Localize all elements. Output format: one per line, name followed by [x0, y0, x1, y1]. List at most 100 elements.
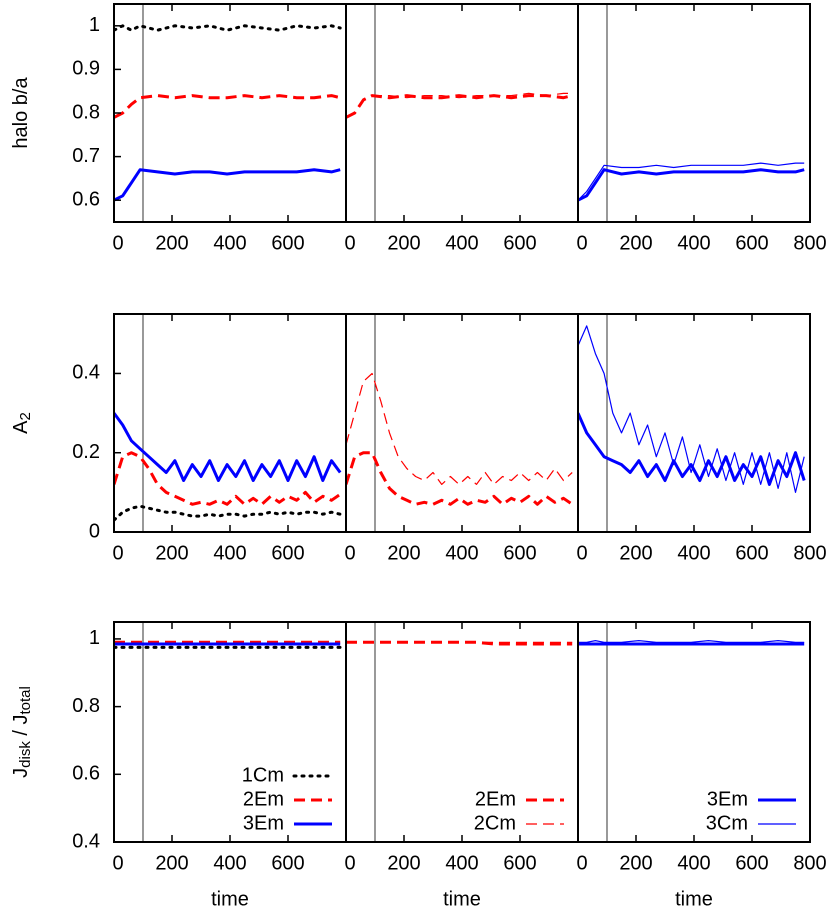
x-tick-label: 200 — [387, 232, 420, 254]
y-tick-label: 0.9 — [72, 58, 100, 80]
data-line — [114, 168, 341, 202]
data-line — [346, 372, 573, 485]
x-tick-label: 600 — [503, 852, 536, 874]
y-axis-label-part: A — [10, 420, 32, 434]
x-axis-label: time — [211, 888, 249, 910]
axes-frame — [113, 3, 347, 223]
x-tick-label: 0 — [344, 232, 355, 254]
x-tick-label: 0 — [344, 852, 355, 874]
plot-area — [578, 622, 805, 842]
x-tick-label: 0 — [344, 542, 355, 564]
y-tick-label: 1 — [89, 14, 100, 36]
y-tick-label: 0.8 — [72, 695, 100, 717]
x-tick-label: 200 — [619, 542, 652, 564]
x-tick-label: 400 — [213, 232, 246, 254]
x-tick-label: 400 — [677, 852, 710, 874]
x-tick-label: 600 — [735, 852, 768, 874]
x-tick-label: 400 — [445, 852, 478, 874]
x-tick-label: 0 — [112, 542, 123, 564]
data-line — [346, 94, 573, 119]
y-tick-label: 1 — [89, 627, 100, 649]
y-axis-label-part: disk — [17, 741, 34, 768]
axes-frame — [345, 313, 579, 533]
x-tick-label: 800 — [793, 542, 826, 564]
x-tick-label: 400 — [213, 852, 246, 874]
x-tick-label: 400 — [445, 232, 478, 254]
x-tick-label: 600 — [271, 852, 304, 874]
legend-label: 2Em — [475, 788, 516, 810]
x-tick-label: 600 — [735, 542, 768, 564]
plot-area — [114, 622, 342, 842]
x-tick-label: 400 — [213, 542, 246, 564]
y-axis-label-part: 2 — [17, 412, 34, 420]
x-tick-label: 800 — [793, 852, 826, 874]
x-tick-label: 400 — [677, 232, 710, 254]
y-tick-label: 0.6 — [72, 188, 100, 210]
x-tick-label: 600 — [735, 232, 768, 254]
x-tick-label: 200 — [387, 542, 420, 564]
y-axis-label: halo b/a — [10, 77, 32, 149]
x-tick-label: 200 — [155, 232, 188, 254]
x-tick-label: 600 — [503, 542, 536, 564]
axes-frame — [113, 313, 347, 533]
x-tick-label: 0 — [112, 232, 123, 254]
plot-area — [346, 4, 573, 222]
data-line — [578, 412, 806, 486]
axes-frame — [345, 3, 579, 223]
y-axis-label-part: / J — [10, 715, 32, 742]
x-tick-label: 0 — [112, 852, 123, 874]
y-tick-label: 0.2 — [72, 441, 100, 463]
data-line — [114, 412, 342, 482]
x-tick-label: 200 — [155, 852, 188, 874]
y-tick-label: 0.4 — [72, 362, 100, 384]
axes-frame — [345, 621, 579, 843]
x-tick-label: 200 — [619, 852, 652, 874]
x-axis-label: time — [675, 888, 713, 910]
x-tick-label: 400 — [445, 542, 478, 564]
axes-frame — [113, 621, 347, 843]
x-tick-label: 600 — [271, 542, 304, 564]
x-tick-label: 600 — [503, 232, 536, 254]
legend-label: 2Cm — [474, 812, 516, 834]
data-line — [346, 451, 574, 506]
data-line — [114, 451, 342, 506]
y-tick-label: 0 — [89, 520, 100, 542]
legend-label: 1Cm — [242, 764, 284, 786]
x-tick-label: 600 — [271, 232, 304, 254]
axes-frame — [577, 313, 811, 533]
plot-area — [578, 314, 806, 532]
y-axis-label-part: total — [17, 686, 34, 714]
y-tick-label: 0.8 — [72, 101, 100, 123]
legend-label: 2Em — [243, 788, 284, 810]
plot-area — [114, 314, 342, 532]
x-tick-label: 0 — [576, 852, 587, 874]
data-line — [578, 168, 805, 202]
plot-area — [346, 622, 573, 842]
x-tick-label: 0 — [576, 232, 587, 254]
y-axis-label-part: J — [10, 768, 32, 778]
x-tick-label: 200 — [619, 232, 652, 254]
data-line — [114, 504, 342, 522]
data-line — [578, 162, 805, 201]
legend-label: 3Em — [707, 788, 748, 810]
y-tick-label: 0.7 — [72, 145, 100, 167]
x-tick-label: 0 — [576, 542, 587, 564]
y-axis-label: A2 — [10, 412, 34, 434]
plot-area — [114, 4, 342, 222]
y-tick-label: 0.4 — [72, 830, 100, 852]
y-axis-label-part: halo b/a — [10, 77, 32, 149]
x-tick-label: 400 — [677, 542, 710, 564]
data-line — [578, 640, 805, 643]
x-tick-label: 800 — [793, 232, 826, 254]
x-tick-label: 200 — [387, 852, 420, 874]
data-line — [578, 325, 805, 493]
axes-frame — [577, 621, 811, 843]
x-axis-label: time — [443, 888, 481, 910]
y-axis-label: Jdisk / Jtotal — [10, 686, 34, 778]
legend-label: 3Cm — [706, 812, 748, 834]
y-tick-label: 0.6 — [72, 763, 100, 785]
axes-frame — [577, 3, 811, 223]
data-line — [114, 24, 342, 32]
